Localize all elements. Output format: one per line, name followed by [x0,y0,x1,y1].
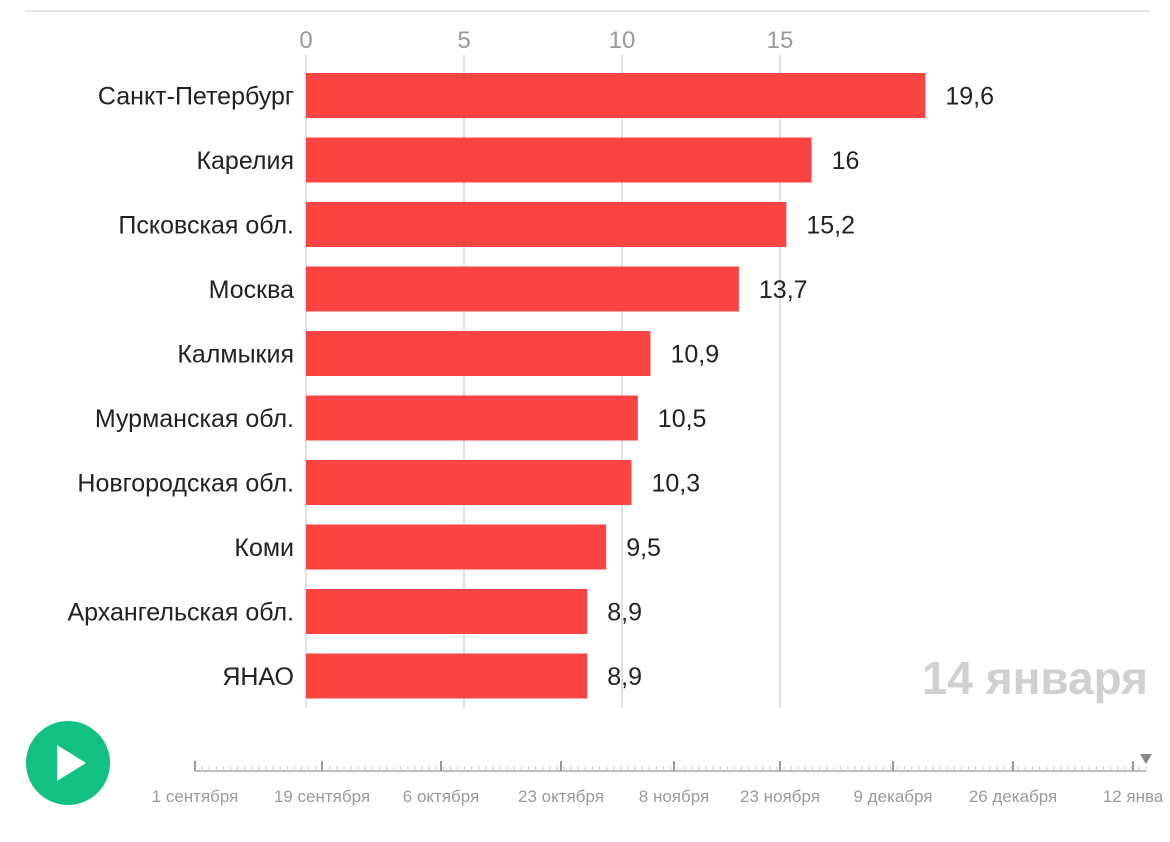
timeline-date-label: 23 октября [518,787,604,806]
timeline-ticks [194,761,1147,772]
timeline-date-label: 9 декабря [853,787,932,806]
timeline-date-label: 8 ноября [639,787,709,806]
category-label: Санкт-Петербург [98,83,294,111]
value-label: 10,9 [670,341,719,369]
timeline-handle-icon[interactable] [1140,754,1152,764]
value-label: 16 [832,147,860,175]
value-labels: 19,6 16 15,2 13,7 10,9 10,5 10,3 9,5 8,9 8,9 [607,83,994,692]
category-label: Москва [209,276,294,304]
bar-chart: 0 5 10 15 Санкт-Петербург Карелия Псковская о… [68,27,994,708]
category-label: ЯНАО [222,663,294,691]
bar [306,266,739,312]
bar [306,589,588,634]
category-label: Новгородская обл. [77,470,294,498]
value-label: 9,5 [626,534,661,562]
value-label: 10,3 [651,470,700,498]
timeline-date-label: 23 ноября [740,787,820,806]
value-label: 10,5 [658,405,707,433]
top-divider [25,10,1150,12]
bar [306,653,588,699]
value-label: 8,9 [607,663,642,691]
timeline-date-label: 12 янва [1103,787,1164,806]
bar [306,137,812,183]
value-label: 19,6 [945,83,994,111]
category-label: Калмыкия [177,341,294,369]
x-tick-label: 15 [767,27,794,54]
category-label: Мурманская обл. [95,405,294,433]
timeline-slider[interactable]: 1 сентября 19 сентября 6 октября 23 октября… [0,740,1170,820]
timeline-date-label: 26 декабря [969,787,1057,806]
value-label: 13,7 [759,276,808,304]
x-tick-label: 5 [457,27,470,54]
category-label: Коми [234,534,294,562]
x-tick-label: 10 [609,27,636,54]
category-label: Архангельская обл. [68,599,295,627]
bar [306,395,638,441]
timeline-labels: 1 сентября 19 сентября 6 октября 23 октября… [152,787,1164,806]
category-labels: Санкт-Петербург Карелия Псковская обл. Моск… [68,83,295,692]
timeline-date-label: 19 сентября [274,787,370,806]
value-label: 15,2 [806,212,855,240]
x-axis-ticks: 0 5 10 15 [299,27,793,54]
bar [306,73,926,118]
bar [306,202,787,247]
x-tick-label: 0 [299,27,312,54]
current-date-overlay: 14 января [921,652,1148,704]
bar [306,331,651,376]
play-button[interactable] [26,721,110,805]
category-label: Псковская обл. [118,212,294,240]
timeline-date-label: 6 октября [403,787,479,806]
play-icon [57,745,86,781]
category-label: Карелия [196,147,294,175]
value-label: 8,9 [607,599,642,627]
bar [306,460,632,505]
bar [306,524,607,570]
bars [306,73,926,699]
timeline-date-label: 1 сентября [152,787,239,806]
